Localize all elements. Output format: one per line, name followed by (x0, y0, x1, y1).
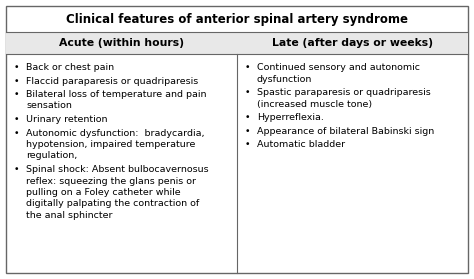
Text: Continued sensory and autonomic: Continued sensory and autonomic (257, 63, 420, 72)
Text: digitally palpating the contraction of: digitally palpating the contraction of (26, 199, 199, 208)
Text: Flaccid paraparesis or quadriparesis: Flaccid paraparesis or quadriparesis (26, 76, 198, 85)
Text: Urinary retention: Urinary retention (26, 115, 108, 124)
Text: Clinical features of anterior spinal artery syndrome: Clinical features of anterior spinal art… (66, 13, 408, 25)
Text: dysfunction: dysfunction (257, 74, 312, 83)
Text: pulling on a Foley catheter while: pulling on a Foley catheter while (26, 188, 181, 197)
Text: •: • (245, 113, 250, 122)
Text: reflex: squeezing the glans penis or: reflex: squeezing the glans penis or (26, 177, 196, 186)
Text: •: • (245, 140, 250, 149)
Text: Autonomic dysfunction:  bradycardia,: Autonomic dysfunction: bradycardia, (26, 129, 204, 138)
Text: Bilateral loss of temperature and pain: Bilateral loss of temperature and pain (26, 90, 207, 99)
Text: •: • (245, 126, 250, 136)
Text: •: • (245, 88, 250, 97)
Text: Automatic bladder: Automatic bladder (257, 140, 345, 149)
Text: •: • (14, 129, 19, 138)
Text: sensation: sensation (26, 102, 72, 110)
Text: •: • (14, 76, 19, 85)
Text: the anal sphincter: the anal sphincter (26, 211, 112, 220)
Text: Acute (within hours): Acute (within hours) (59, 38, 184, 48)
Text: Hyperreflexia.: Hyperreflexia. (257, 113, 324, 122)
Text: Spastic paraparesis or quadriparesis: Spastic paraparesis or quadriparesis (257, 88, 431, 97)
Bar (237, 32, 468, 54)
Text: •: • (14, 90, 19, 99)
Text: hypotension, impaired temperature: hypotension, impaired temperature (26, 140, 195, 149)
Text: Late (after days or weeks): Late (after days or weeks) (272, 38, 433, 48)
Text: regulation,: regulation, (26, 151, 77, 160)
Text: •: • (14, 165, 19, 174)
Text: •: • (14, 63, 19, 72)
Bar (6, 32, 237, 54)
Text: Appearance of bilateral Babinski sign: Appearance of bilateral Babinski sign (257, 126, 434, 136)
Text: (increased muscle tone): (increased muscle tone) (257, 100, 372, 109)
Text: Spinal shock: Absent bulbocavernosus: Spinal shock: Absent bulbocavernosus (26, 165, 209, 174)
Text: •: • (14, 115, 19, 124)
Text: Back or chest pain: Back or chest pain (26, 63, 114, 72)
Text: •: • (245, 63, 250, 72)
